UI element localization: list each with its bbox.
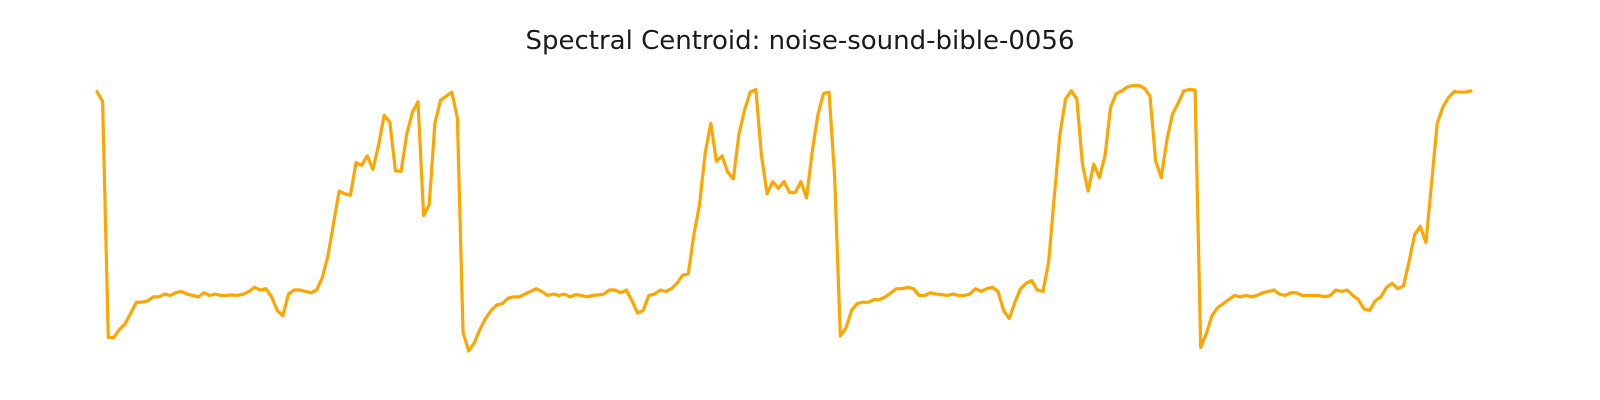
series-line bbox=[97, 85, 1471, 351]
plot-area bbox=[97, 85, 1471, 351]
